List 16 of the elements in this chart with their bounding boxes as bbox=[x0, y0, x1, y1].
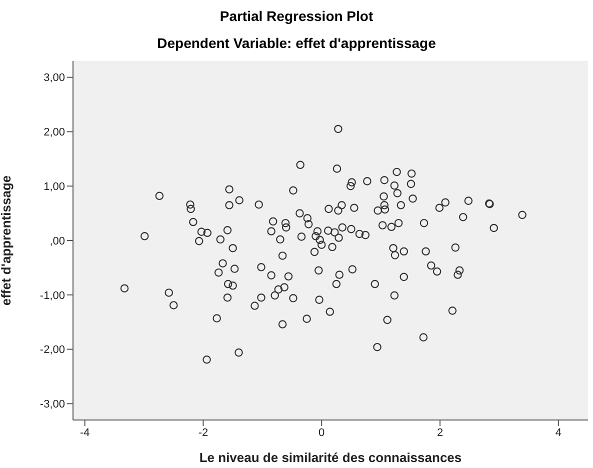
y-tick-label: -3,00 bbox=[40, 398, 65, 411]
chart-subtitle: Dependent Variable: effet d'apprentissage bbox=[156, 35, 437, 51]
chart-title: Partial Regression Plot bbox=[218, 8, 374, 24]
y-tick-label: 1,00 bbox=[44, 181, 65, 194]
y-tick-label: -1,00 bbox=[40, 290, 65, 302]
y-tick-label: 2,00 bbox=[44, 126, 65, 139]
x-tick-label: -2 bbox=[198, 426, 208, 439]
y-tick-label: 3,00 bbox=[44, 72, 65, 84]
x-tick-label: -4 bbox=[80, 426, 90, 439]
x-tick-label: 4 bbox=[555, 426, 562, 439]
y-axis-title: effet d'apprentissage bbox=[0, 175, 14, 306]
x-tick-label: 0 bbox=[318, 426, 325, 439]
x-tick-label: 2 bbox=[436, 426, 444, 439]
x-axis-title: Le niveau de similarité des connaissances bbox=[199, 450, 462, 465]
y-tick-label: ,00 bbox=[50, 235, 65, 248]
y-tick-label: -2,00 bbox=[40, 344, 65, 356]
